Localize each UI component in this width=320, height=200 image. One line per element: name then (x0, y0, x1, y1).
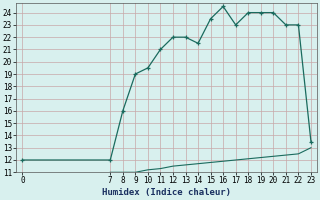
X-axis label: Humidex (Indice chaleur): Humidex (Indice chaleur) (102, 188, 231, 197)
